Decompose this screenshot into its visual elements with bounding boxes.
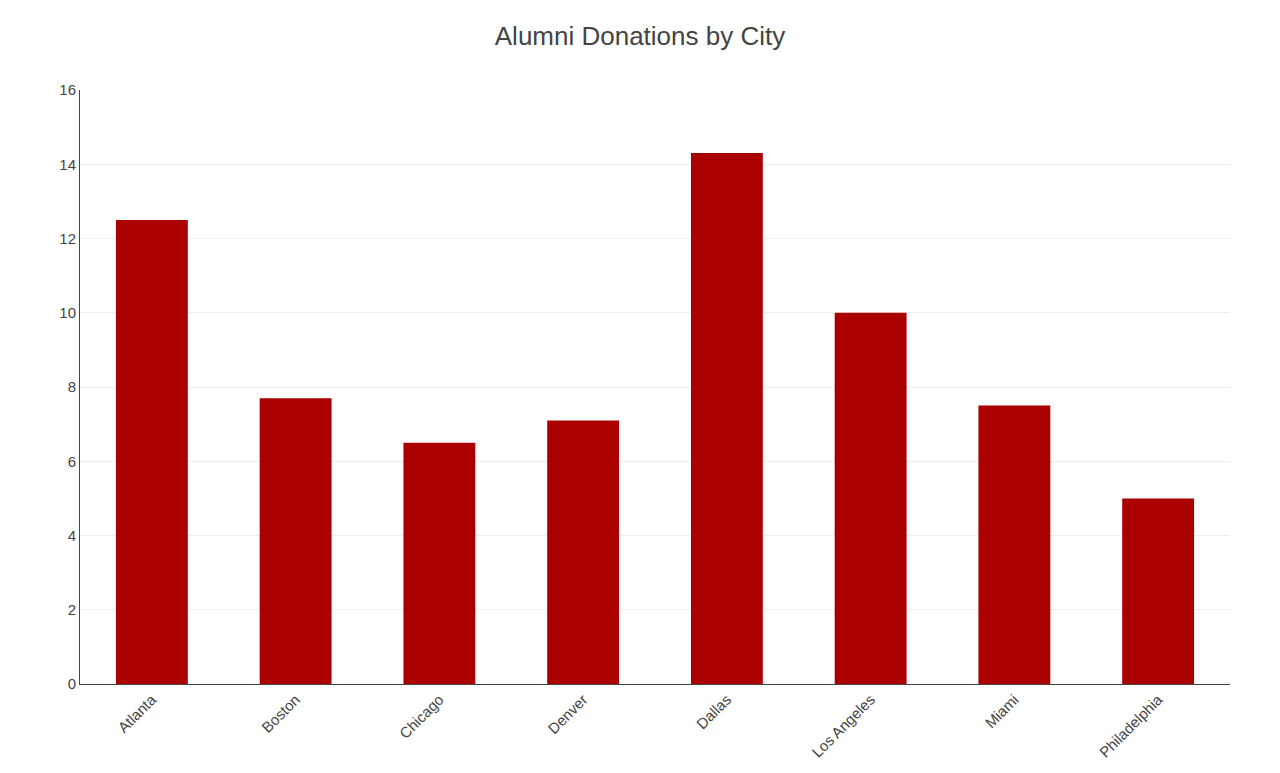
- svg-text:Dallas: Dallas: [693, 691, 734, 732]
- svg-text:Philadelphia: Philadelphia: [1096, 690, 1166, 760]
- svg-text:16: 16: [59, 81, 76, 98]
- svg-text:14: 14: [59, 156, 76, 173]
- svg-text:10: 10: [59, 304, 76, 321]
- svg-text:Boston: Boston: [258, 691, 303, 736]
- svg-text:Denver: Denver: [544, 691, 590, 737]
- svg-text:Miami: Miami: [981, 691, 1021, 731]
- svg-text:6: 6: [68, 453, 76, 470]
- svg-text:Alumni Donations by City: Alumni Donations by City: [495, 21, 785, 51]
- svg-text:0: 0: [68, 675, 76, 692]
- svg-text:Los Angeles: Los Angeles: [808, 691, 878, 761]
- svg-text:12: 12: [59, 230, 76, 247]
- svg-text:8: 8: [68, 378, 76, 395]
- svg-text:Chicago: Chicago: [396, 691, 447, 742]
- svg-text:4: 4: [68, 527, 76, 544]
- svg-text:2: 2: [68, 601, 76, 618]
- svg-text:Atlanta: Atlanta: [114, 690, 160, 736]
